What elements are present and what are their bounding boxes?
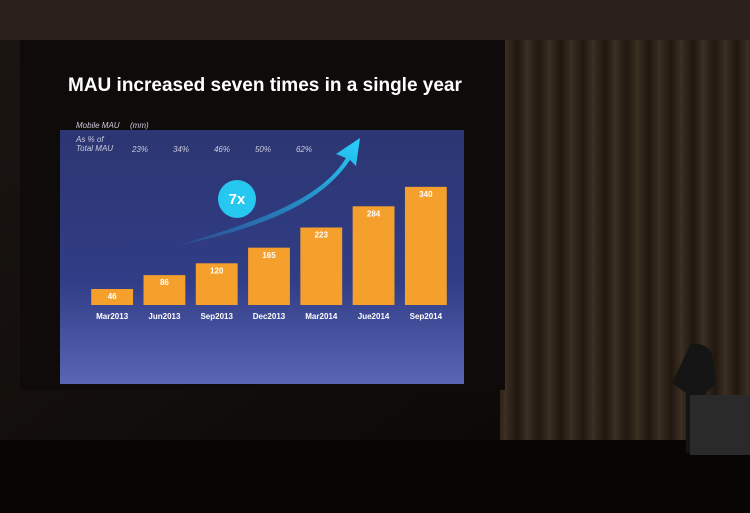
x-tick-label: Jun2013 xyxy=(148,312,181,321)
bar xyxy=(248,247,290,305)
chart-title: MAU increased seven times in a single ye… xyxy=(68,75,463,96)
share-label: 46% xyxy=(214,145,230,154)
x-tick-label: Dec2013 xyxy=(253,312,286,321)
bar xyxy=(143,275,186,305)
seats xyxy=(0,440,750,513)
annotation: 7x xyxy=(229,191,246,208)
bar xyxy=(352,206,395,305)
x-tick-label: Mar2013 xyxy=(96,312,129,321)
ceiling xyxy=(0,0,750,40)
x-tick-label: Sep2013 xyxy=(200,312,233,321)
podium xyxy=(690,395,750,455)
bar xyxy=(404,186,447,305)
value-label: 46 xyxy=(108,292,117,301)
x-tick-label: Jue2014 xyxy=(358,312,390,321)
bar xyxy=(300,227,343,305)
share-label: As % of xyxy=(75,135,104,144)
value-label: 223 xyxy=(315,231,329,240)
bar xyxy=(195,263,238,305)
bar xyxy=(91,289,134,305)
x-tick-label: Mar2014 xyxy=(305,312,338,321)
share-label: 23% xyxy=(131,145,148,154)
share-label: 62% xyxy=(296,145,312,154)
value-label: 340 xyxy=(419,190,433,199)
value-label: 284 xyxy=(367,209,381,218)
share-label: 50% xyxy=(255,145,271,154)
share-label: 34% xyxy=(173,145,189,154)
value-label: 120 xyxy=(210,266,224,275)
value-label: 165 xyxy=(262,251,276,260)
y-unit: (mm) xyxy=(130,121,149,130)
share-label: Total MAU xyxy=(76,144,113,153)
value-label: 86 xyxy=(160,278,169,287)
y-label: Mobile MAU xyxy=(76,121,120,130)
annotation-badge xyxy=(218,180,256,218)
x-tick-label: Sep2014 xyxy=(410,312,443,321)
